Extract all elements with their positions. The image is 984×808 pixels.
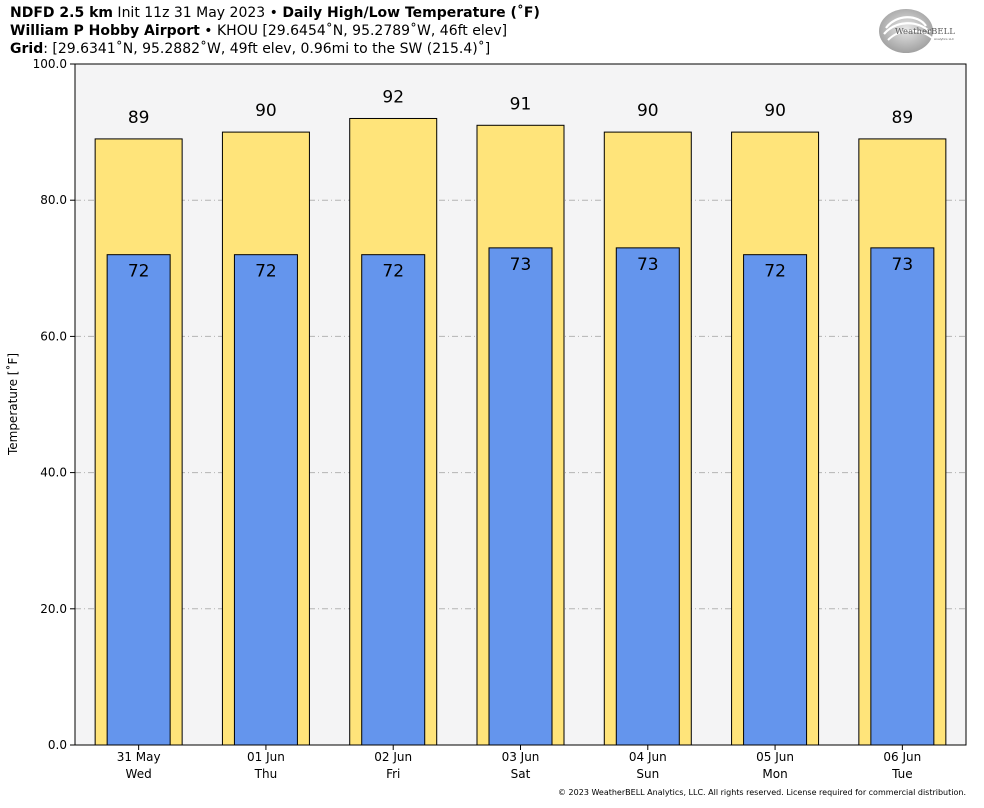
y-tick-label: 20.0: [40, 602, 67, 616]
low-bar: [615, 247, 680, 746]
low-bar: [233, 254, 298, 746]
low-value-label: 73: [637, 255, 659, 275]
header-line-3: Grid: [29.6341˚N, 95.2882˚W, 49ft elev, …: [10, 41, 490, 58]
bars: [94, 117, 947, 746]
low-value-label: 72: [128, 262, 150, 282]
y-tick-label: 40.0: [40, 466, 67, 480]
x-tick-label-day: Sun: [636, 767, 659, 781]
high-value-label: 91: [510, 94, 532, 114]
header-line-2: William P Hobby Airport • KHOU [29.6454˚…: [10, 23, 507, 40]
low-bar: [361, 254, 426, 746]
init-time: Init 11z 31 May 2023 •: [112, 5, 283, 21]
low-value-label: 73: [510, 255, 532, 275]
y-tick-label: 100.0: [33, 57, 67, 71]
weatherbell-logo: WeatherBELL Analytics LLC: [879, 9, 955, 53]
x-tick-label-day: Sat: [511, 767, 531, 781]
low-value-label: 72: [382, 262, 404, 282]
logo-subtext: Analytics LLC: [934, 37, 954, 41]
low-bar: [488, 247, 553, 746]
x-tick-label-day: Thu: [254, 767, 278, 781]
x-tick-label-day: Fri: [386, 767, 400, 781]
x-tick-label-date: 31 May: [117, 750, 161, 764]
low-bar: [870, 247, 935, 746]
copyright-notice: © 2023 WeatherBELL Analytics, LLC. All r…: [558, 788, 966, 797]
high-value-label: 92: [382, 87, 404, 107]
grid-detail: : [29.6341˚N, 95.2882˚W, 49ft elev, 0.96…: [43, 41, 491, 57]
x-tick-label-day: Wed: [126, 767, 152, 781]
y-tick-label: 0.0: [48, 738, 67, 752]
x-tick-label-date: 03 Jun: [502, 750, 540, 764]
grid-label: Grid: [10, 41, 44, 57]
high-value-label: 90: [255, 101, 277, 121]
high-value-label: 90: [764, 101, 786, 121]
model-name: NDFD 2.5 km: [10, 5, 113, 21]
x-tick-label-date: 02 Jun: [374, 750, 412, 764]
axes: 0.0 20.0 40.0 60.0 80.0 100.0 31 May Wed 01 Jun T…: [33, 57, 922, 781]
x-tick-label-date: 01 Jun: [247, 750, 285, 764]
product-name: Daily High/Low Temperature (˚F): [282, 5, 540, 21]
y-axis-label: Temperature [˚F]: [5, 353, 20, 456]
x-tick-label-date: 04 Jun: [629, 750, 667, 764]
logo-text: WeatherBELL: [895, 27, 955, 37]
y-tick-label: 80.0: [40, 193, 67, 207]
high-value-label: 90: [637, 101, 659, 121]
low-bar: [743, 254, 808, 746]
y-tick-label: 60.0: [40, 329, 67, 343]
low-value-label: 73: [892, 255, 914, 275]
x-tick-label-date: 06 Jun: [883, 750, 921, 764]
header-line-1: NDFD 2.5 km Init 11z 31 May 2023 • Daily…: [10, 5, 540, 22]
x-tick-label-date: 05 Jun: [756, 750, 794, 764]
low-value-label: 72: [255, 262, 277, 282]
data-labels: 89 72 90 72 92 72 91 73 90 73 90 72 89 73: [128, 87, 913, 281]
low-value-label: 72: [764, 262, 786, 282]
low-bar: [106, 254, 171, 746]
x-tick-label-day: Mon: [762, 767, 787, 781]
station-name: William P Hobby Airport: [10, 23, 200, 39]
high-value-label: 89: [128, 108, 150, 128]
high-value-label: 89: [892, 108, 914, 128]
x-tick-label-day: Tue: [891, 767, 913, 781]
station-detail: • KHOU [29.6454˚N, 95.2789˚W, 46ft elev]: [199, 23, 508, 39]
